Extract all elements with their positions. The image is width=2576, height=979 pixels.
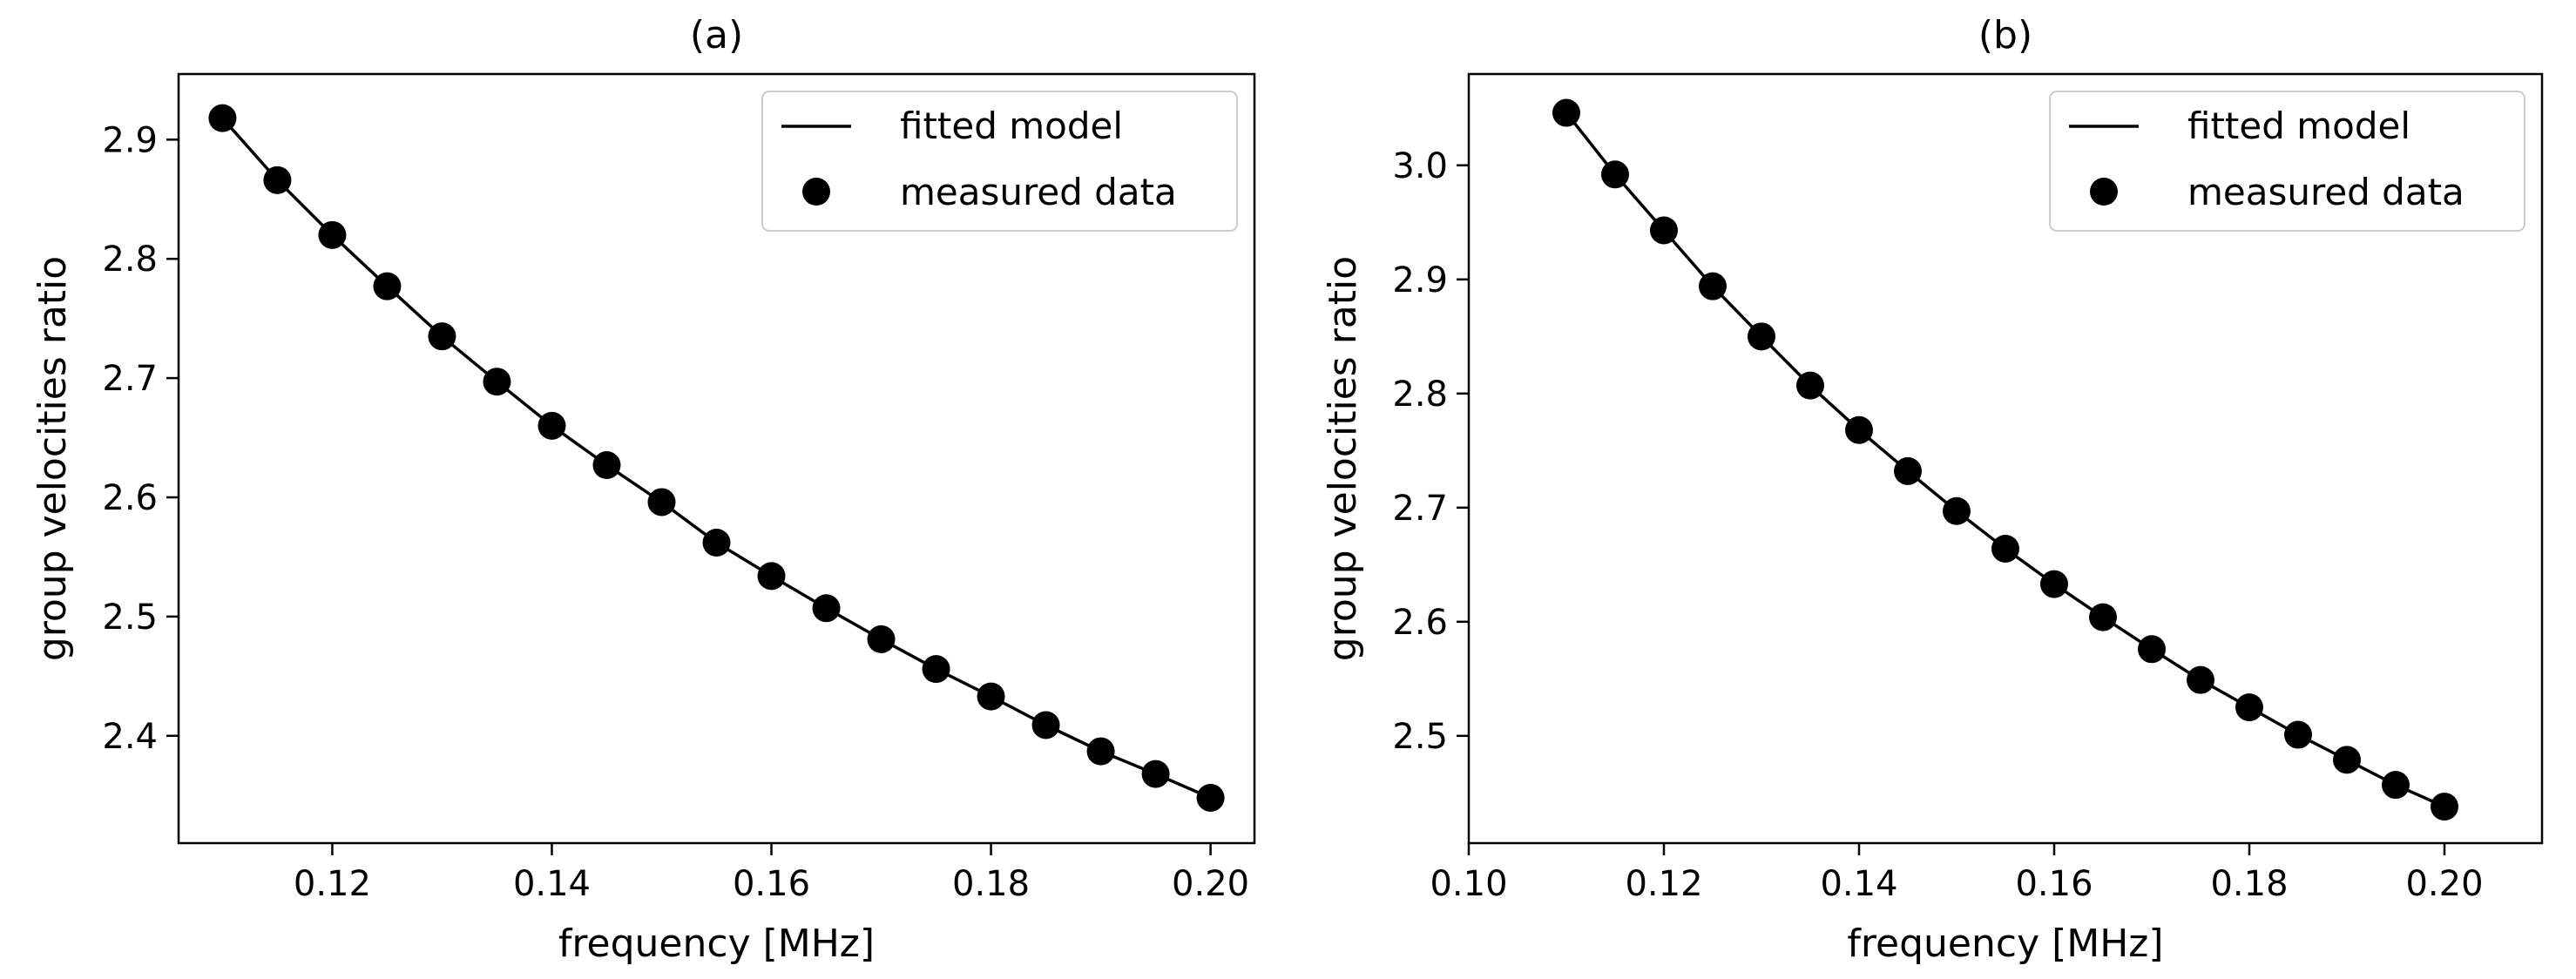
chart-title: (b): [1978, 13, 2032, 57]
data-point-measured: [812, 594, 841, 623]
data-point-measured: [208, 104, 237, 132]
y-tick-label: 2.8: [102, 240, 158, 280]
data-point-measured: [2040, 570, 2068, 598]
data-point-measured: [2333, 746, 2361, 774]
data-point-measured: [1650, 216, 1678, 245]
y-axis-label: group velocities ratio: [1321, 256, 1365, 661]
y-tick-label: 2.6: [102, 478, 158, 518]
legend-box: [761, 91, 1238, 232]
data-point-measured: [757, 562, 786, 591]
data-point-measured: [1894, 456, 1922, 485]
data-point-measured: [1943, 496, 1971, 525]
y-tick-label: 2.7: [1392, 489, 1448, 529]
x-axis-label: frequency [MHz]: [558, 922, 875, 966]
data-point-measured: [1699, 272, 1727, 300]
data-point-measured: [373, 272, 402, 300]
legend-label-measured-data: measured data: [900, 171, 1177, 213]
data-point-measured: [263, 165, 292, 194]
data-point-measured: [1845, 415, 1873, 444]
chart-panel-b: (b) 0.10 0.12 0.14 0.16 0.18 0.20 2.5 2.6 2.7 2.8 2…: [1321, 13, 2544, 966]
data-point-measured: [647, 488, 676, 517]
y-tick-label: 2.5: [1392, 717, 1448, 757]
data-point-measured: [2284, 720, 2312, 749]
data-point-measured: [1031, 711, 1060, 739]
y-tick-label: 2.6: [1392, 603, 1448, 643]
data-point-measured: [922, 655, 950, 684]
x-tick-label: 0.12: [294, 864, 371, 904]
data-point-measured: [2235, 693, 2263, 722]
x-tick-label: 0.14: [1820, 864, 1897, 904]
plot-frame: [177, 72, 1256, 845]
y-tick-label: 2.7: [102, 359, 158, 399]
plot-frame: [1467, 72, 2544, 845]
y-tick-label: 3.0: [1392, 146, 1448, 186]
x-tick-label: 0.16: [733, 864, 810, 904]
data-point-measured: [318, 220, 347, 249]
data-point-measured: [1748, 322, 1775, 351]
data-point-measured: [702, 529, 731, 557]
data-point-measured: [592, 451, 621, 480]
x-tick-label: 0.18: [2210, 864, 2288, 904]
data-point-measured: [1601, 160, 1629, 189]
x-tick-label: 0.12: [1625, 864, 1702, 904]
y-tick-label: 2.9: [102, 120, 158, 160]
data-point-measured: [1196, 783, 1225, 812]
x-axis-label: frequency [MHz]: [1847, 922, 2163, 966]
data-point-measured: [1796, 371, 1824, 400]
legend-box: [2049, 91, 2525, 232]
x-tick-label: 0.18: [952, 864, 1030, 904]
x-tick-label: 0.16: [2015, 864, 2093, 904]
legend-marker-icon: [802, 178, 830, 206]
y-axis-label: group velocities ratio: [30, 256, 75, 661]
data-point-measured: [428, 322, 456, 351]
data-point-measured: [1991, 534, 2019, 563]
data-point-measured: [2138, 635, 2166, 664]
legend-label-fitted-model: fitted model: [900, 105, 1123, 147]
y-tick-label: 2.9: [1392, 260, 1448, 300]
x-tick-label: 0.20: [2405, 864, 2483, 904]
data-point-measured: [1552, 98, 1580, 127]
y-tick-label: 2.4: [102, 717, 158, 757]
chart-panel-a: (a) 0.12 0.14 0.16 0.18 0.20 2.4 2.5 2.6 2.7 2.8 2.…: [30, 13, 1256, 966]
data-point-measured: [867, 625, 896, 653]
y-tick-label: 2.5: [102, 598, 158, 638]
legend-label-fitted-model: fitted model: [2187, 105, 2410, 147]
y-tick-label: 2.8: [1392, 375, 1448, 415]
data-point-measured: [2431, 793, 2458, 821]
data-point-measured: [483, 368, 511, 396]
data-point-measured: [2382, 771, 2410, 800]
data-point-measured: [1086, 737, 1115, 766]
data-point-measured: [1141, 760, 1170, 788]
x-tick-label: 0.20: [1172, 864, 1249, 904]
data-point-measured: [2089, 603, 2117, 631]
x-tick-label: 0.14: [513, 864, 591, 904]
data-point-measured: [538, 411, 566, 440]
chart-title: (a): [690, 13, 743, 57]
x-tick-label: 0.10: [1430, 864, 1507, 904]
legend-label-measured-data: measured data: [2187, 171, 2464, 213]
data-point-measured: [2187, 665, 2214, 694]
data-point-measured: [977, 682, 1005, 711]
legend-marker-icon: [2090, 178, 2118, 206]
